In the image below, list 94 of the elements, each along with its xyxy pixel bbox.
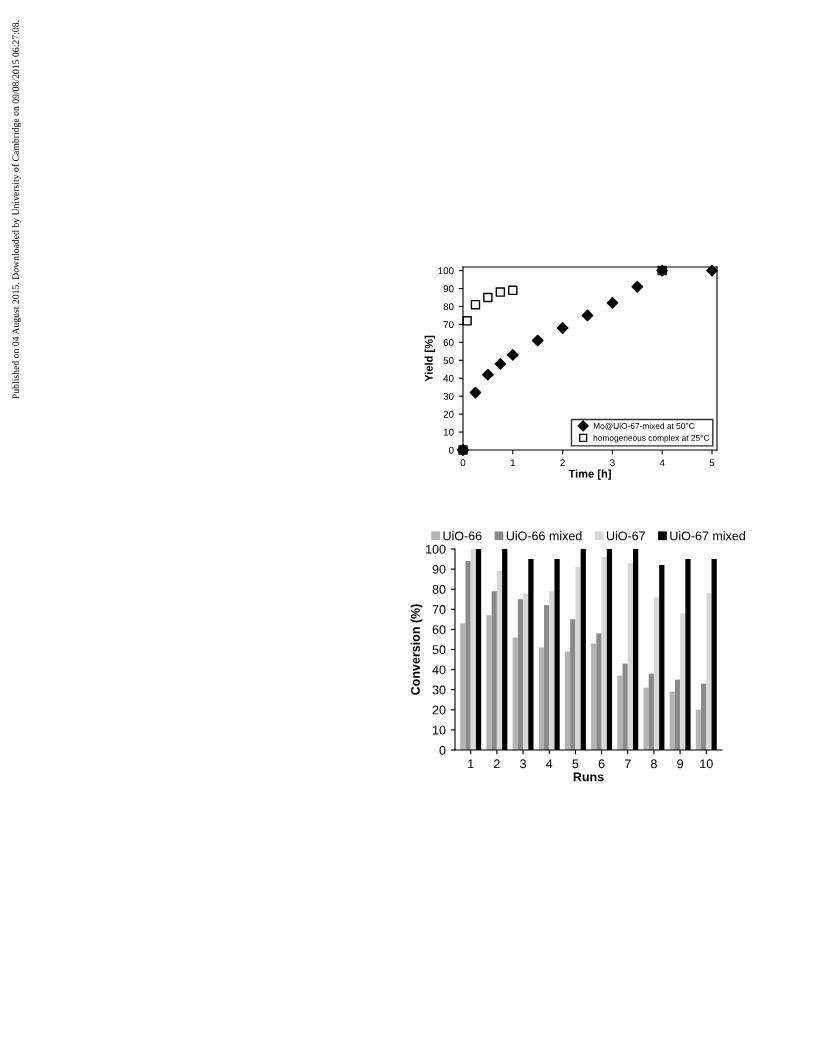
x-tick-label: 3 (610, 459, 615, 467)
y-tick-label: 100 (438, 267, 454, 275)
bar (695, 709, 702, 750)
bar (706, 593, 712, 750)
bar (575, 567, 581, 750)
y-tick-label: 20 (432, 705, 446, 715)
x-tick-label: 10 (700, 759, 713, 769)
bar (538, 647, 544, 750)
point (506, 349, 519, 361)
x-tick-label: 4 (546, 759, 553, 769)
y-tick-label: 0 (439, 745, 446, 755)
bar (549, 591, 555, 750)
y-tick-label: 80 (443, 303, 454, 311)
y-tick-label: 90 (443, 285, 454, 293)
bar (653, 597, 660, 750)
bar (523, 593, 529, 750)
bar (496, 571, 503, 750)
x-tick-label: 6 (598, 759, 605, 769)
bar (669, 691, 675, 750)
x-tick-label: 0 (460, 459, 466, 467)
point (531, 334, 544, 347)
x-tick-label: 4 (659, 459, 665, 467)
text: Published on 04 August 2015. Downloaded by University of Cambridge on 09/08/2015 06:27:08. (12, 20, 21, 399)
bar (617, 675, 623, 750)
legend-label: homogeneous complex at 25°C (593, 434, 710, 443)
bar (570, 619, 576, 750)
x-tick-label: 5 (572, 759, 579, 769)
y-tick-label: 70 (443, 321, 454, 329)
y-tick-label: 30 (443, 392, 454, 400)
point (706, 264, 718, 277)
legend-label: Mo@UiO-67-mixed at 50°C (593, 422, 695, 430)
y-tick-label: 30 (432, 685, 446, 695)
bar (643, 687, 649, 750)
bar (680, 613, 686, 750)
bar (544, 605, 550, 750)
point (631, 280, 644, 293)
x-tick-label: 2 (560, 459, 565, 467)
bar (470, 549, 476, 750)
y-tick-label: 50 (432, 645, 446, 655)
bar (486, 615, 492, 750)
bar (627, 563, 633, 750)
point (482, 368, 494, 381)
point (581, 309, 594, 322)
bar (601, 557, 607, 750)
y-tick-label: 100 (426, 544, 446, 554)
x-tick-label: 2 (494, 759, 500, 769)
point (495, 287, 506, 297)
point (470, 299, 481, 310)
x-tick-label: 5 (709, 459, 715, 467)
point (556, 322, 569, 334)
y-tick-label: 90 (432, 564, 446, 574)
y-tick-label: 60 (443, 339, 454, 346)
x-axis-title: Runs (573, 772, 604, 782)
bar (596, 633, 602, 750)
point (508, 285, 518, 296)
bar (564, 651, 571, 750)
bar (517, 599, 524, 750)
bar (491, 591, 497, 750)
legend-label: UiO-67 (606, 531, 645, 541)
bar (701, 683, 707, 750)
x-tick-label: 9 (677, 759, 683, 769)
legend-label: UiO-66 mixed (506, 531, 582, 541)
y-axis-title: Yield [%] (424, 335, 435, 382)
point (483, 292, 493, 303)
bar (460, 623, 466, 750)
bar (622, 663, 628, 750)
x-tick-label: 3 (520, 759, 526, 769)
x-tick-label: 7 (624, 759, 631, 769)
x-tick-label: 1 (510, 459, 516, 467)
x-axis-title: Time [h] (568, 469, 611, 480)
y-tick-label: 40 (443, 374, 454, 382)
y-tick-label: 80 (432, 585, 446, 594)
legend-label: UiO-66 (443, 531, 482, 541)
legend-label: UiO-67 mixed (670, 531, 745, 541)
point (494, 357, 507, 370)
bar (512, 637, 518, 750)
bar (465, 561, 471, 750)
point (606, 296, 619, 309)
y-tick-label: 40 (432, 665, 446, 675)
y-tick-label: 50 (443, 357, 454, 364)
point (462, 316, 472, 326)
y-tick-label: 60 (432, 625, 446, 635)
y-tick-label: 10 (433, 725, 446, 735)
y-tick-label: 70 (432, 605, 446, 614)
point (469, 386, 482, 399)
x-tick-label: 8 (651, 759, 657, 769)
bar (674, 679, 681, 750)
y-tick-label: 20 (443, 410, 454, 418)
y-axis-title: Conversion (%) (410, 604, 423, 695)
y-tick-label: 10 (443, 428, 454, 436)
y-tick-label: 0 (448, 446, 454, 454)
bar (591, 643, 597, 750)
bar (648, 673, 654, 750)
x-tick-label: 1 (468, 759, 474, 769)
